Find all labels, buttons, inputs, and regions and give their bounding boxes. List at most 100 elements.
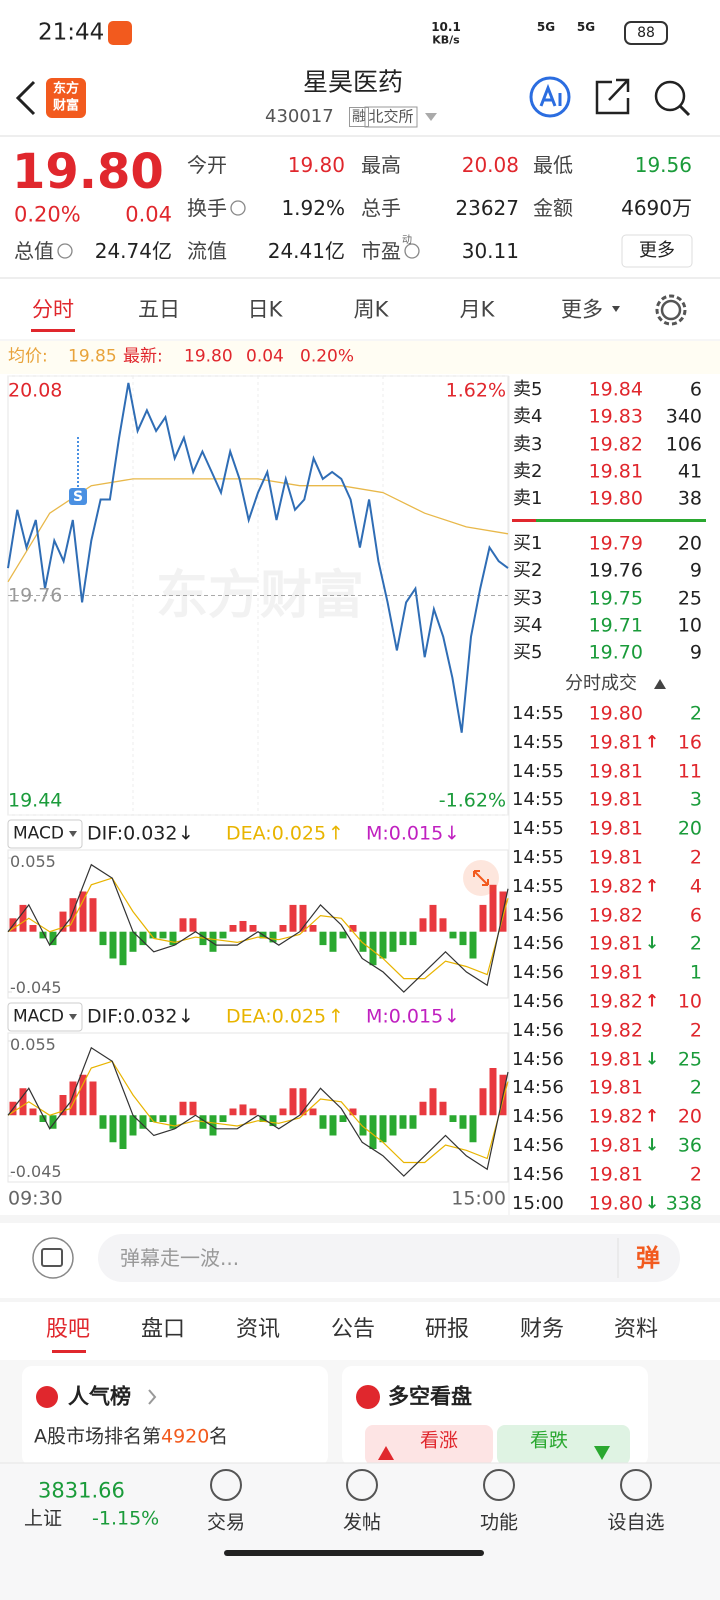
- macd-bar: [429, 1088, 437, 1116]
- last-label: 最新:: [123, 346, 163, 367]
- trade-price: 19.80: [588, 702, 643, 725]
- trade-price: 19.81: [588, 760, 643, 783]
- macd-bar: [269, 931, 277, 943]
- macd-bar: [399, 1115, 407, 1129]
- danmaku-button[interactable]: 弹: [636, 1244, 660, 1272]
- section-tab[interactable]: 资料: [613, 1317, 659, 1342]
- comment-icon: [32, 1237, 74, 1279]
- nav-item[interactable]: 交易: [206, 1511, 246, 1534]
- macd-bar: [109, 931, 117, 959]
- dea-line: [7, 1060, 509, 1164]
- macd-selector-label[interactable]: MACD: [13, 823, 64, 844]
- macd-tick-label: 0.055: [10, 852, 56, 871]
- macd-bar: [449, 1115, 457, 1122]
- more-button-label[interactable]: 更多: [639, 240, 675, 261]
- settings-ring: [655, 294, 687, 326]
- section-tab[interactable]: 财务: [519, 1317, 565, 1342]
- trade-marker: [69, 488, 87, 505]
- macd-bar: [329, 931, 337, 952]
- dif-arrow: ↓: [178, 822, 194, 845]
- chart-tab[interactable]: 分时: [32, 297, 74, 322]
- chart-tab[interactable]: 五日: [138, 297, 180, 322]
- book-price: 19.70: [588, 641, 643, 664]
- chart-tab[interactable]: 周K: [353, 297, 389, 322]
- macd-bar: [19, 1088, 27, 1116]
- macd-bar: [459, 931, 467, 946]
- field-label: 流值: [187, 239, 227, 263]
- index-value[interactable]: 3831.66: [38, 1478, 125, 1503]
- section-tab[interactable]: 股吧: [45, 1317, 91, 1342]
- avg-label: 均价:: [8, 346, 48, 367]
- chart-tab[interactable]: 日K: [247, 297, 283, 322]
- field-value: 1.92%: [281, 196, 345, 220]
- m-label: M:0.015: [366, 822, 444, 845]
- macd-bar: [29, 925, 37, 932]
- trade-time: 14:56: [512, 1163, 564, 1185]
- tab-underline: [31, 329, 75, 332]
- trade-price: 19.81: [588, 961, 643, 984]
- macd-bar: [459, 1115, 467, 1129]
- trades-title[interactable]: 分时成交: [565, 673, 637, 694]
- separator-band: [0, 1298, 720, 1302]
- macd-bar: [49, 1115, 57, 1129]
- avg-price: 19.85: [68, 346, 117, 367]
- trade-time: 14:55: [512, 875, 564, 897]
- book-volume: 9: [689, 641, 702, 664]
- macd-tick-label: -0.045: [10, 1162, 62, 1181]
- bear-label[interactable]: 看跌: [530, 1429, 569, 1452]
- macd-bar: [179, 918, 187, 932]
- nav-item[interactable]: 设自选: [607, 1511, 665, 1534]
- trade-price: 19.81: [588, 731, 643, 754]
- index-name: 上证: [24, 1507, 63, 1530]
- chart-tab[interactable]: 更多: [561, 297, 603, 322]
- macd-bar: [149, 931, 157, 939]
- book-price: 19.76: [588, 559, 643, 582]
- section-tab[interactable]: 研报: [424, 1317, 470, 1342]
- dif-label: DIF:0.032: [87, 822, 178, 845]
- chart-tab[interactable]: 月K: [459, 297, 495, 322]
- nav-item[interactable]: 功能: [479, 1511, 519, 1534]
- dif-arrow: ↓: [178, 1005, 194, 1028]
- trade-price: 19.82: [588, 1105, 643, 1128]
- macd-bar: [89, 1081, 97, 1116]
- m-label: M:0.015: [366, 1005, 444, 1028]
- field-value: 19.56: [634, 153, 692, 177]
- trade-time: 14:55: [512, 789, 564, 811]
- section-tab[interactable]: 盘口: [140, 1317, 186, 1342]
- field-value: 4690万: [621, 196, 692, 220]
- book-label: 卖3: [513, 433, 543, 455]
- trade-price: 19.80: [588, 1192, 643, 1215]
- trade-price: 19.82: [588, 904, 643, 927]
- trade-volume: 1: [689, 961, 702, 984]
- dea-label: DEA:0.025: [226, 822, 327, 845]
- macd-bar: [339, 1115, 347, 1122]
- trade-price: 19.81: [588, 1163, 643, 1186]
- card-title[interactable]: 人气榜: [68, 1384, 131, 1409]
- badge: 融: [349, 107, 369, 127]
- macd-bar: [119, 1115, 127, 1149]
- trade-time: 14:56: [512, 1135, 564, 1156]
- macd-frame: [7, 849, 509, 999]
- dea-label: DEA:0.025: [226, 1005, 327, 1028]
- field-value: 24.41亿: [267, 239, 345, 263]
- book-label: 买1: [513, 533, 543, 554]
- macd-bar: [189, 1101, 197, 1116]
- macd-selector-label[interactable]: MACD: [13, 1006, 64, 1027]
- card-title[interactable]: 多空看盘: [388, 1384, 472, 1409]
- trade-arrow: ↑: [645, 876, 660, 897]
- book-label: 买5: [513, 642, 543, 664]
- bull-label[interactable]: 看涨: [420, 1429, 459, 1452]
- section-tab[interactable]: 资讯: [235, 1317, 281, 1342]
- trade-time: 14:55: [512, 731, 564, 753]
- macd-bar: [219, 1115, 227, 1122]
- macd-bar: [179, 1101, 187, 1116]
- macd-bar: [189, 918, 197, 932]
- macd-dropdown: [69, 1014, 77, 1020]
- trade-volume: 2: [689, 1019, 702, 1042]
- section-tab[interactable]: 公告: [330, 1317, 376, 1342]
- comment-placeholder[interactable]: 弹幕走一波...: [120, 1246, 240, 1270]
- info-icon: [57, 243, 73, 259]
- nav-item[interactable]: 发帖: [342, 1511, 382, 1534]
- bull-pill: [365, 1425, 493, 1465]
- trade-volume: 2: [689, 1163, 702, 1186]
